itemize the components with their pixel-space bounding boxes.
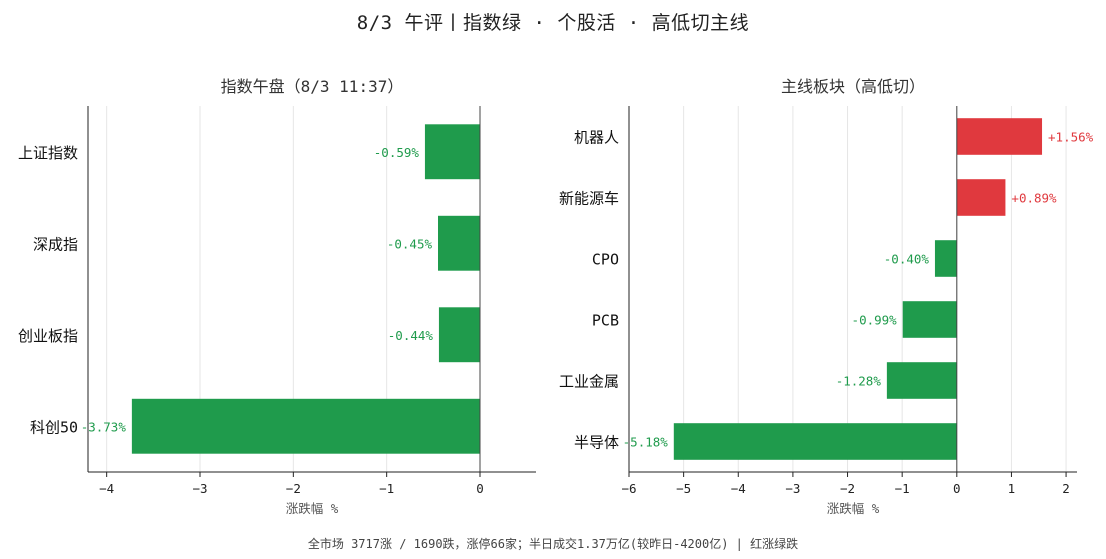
index-value-label: -0.44% [388, 328, 434, 343]
index-chart-title: 指数午盘（8/3 11:37） [221, 77, 404, 96]
sector-chart-title: 主线板块（高低切） [781, 77, 925, 96]
index-tick-label: −2 [286, 481, 301, 496]
sector-value-label: -0.99% [852, 313, 898, 328]
index-category-label: 科创50 [30, 418, 78, 436]
index-value-label: -3.73% [81, 419, 127, 434]
index-tick-label: −1 [379, 481, 394, 496]
sector-tick-label: −2 [840, 481, 855, 496]
sector-tick-label: −1 [895, 481, 910, 496]
index-category-label: 上证指数 [18, 144, 78, 162]
index-x-axis-label: 涨跌幅 % [286, 501, 339, 516]
sector-tick-label: −5 [676, 481, 691, 496]
index-tick-label: −4 [99, 481, 114, 496]
sector-value-label: -0.40% [884, 252, 930, 267]
index-bar [438, 307, 480, 363]
sector-tick-label: −4 [731, 481, 746, 496]
index-bar [131, 398, 480, 454]
sector-category-label: PCB [592, 312, 619, 330]
index-tick-label: 0 [476, 481, 484, 496]
sector-tick-label: −3 [785, 481, 800, 496]
sector-bar [934, 240, 957, 277]
sector-bar [886, 362, 957, 399]
sector-tick-label: −6 [621, 481, 636, 496]
index-tick-label: −3 [192, 481, 207, 496]
sector-category-label: 工业金属 [559, 373, 619, 391]
index-value-label: -0.45% [387, 236, 433, 251]
index-category-label: 深成指 [33, 235, 78, 253]
sector-value-label: -5.18% [623, 435, 669, 450]
sector-x-axis-label: 涨跌幅 % [827, 501, 880, 516]
figure-title: 8/3 午评丨指数绿 · 个股活 · 高低切主线 [356, 12, 750, 34]
sector-tick-label: 0 [953, 481, 961, 496]
index-category-label: 创业板指 [18, 327, 78, 345]
sector-value-label: +1.56% [1048, 130, 1094, 145]
sector-tick-label: 2 [1062, 481, 1070, 496]
sector-tick-label: 1 [1008, 481, 1016, 496]
sector-value-label: -1.28% [836, 374, 882, 389]
sector-value-label: +0.89% [1011, 191, 1057, 206]
sector-bar [956, 179, 1006, 216]
sector-bar [902, 301, 957, 338]
index-bar [438, 215, 480, 271]
sector-bar [956, 118, 1043, 155]
sector-category-label: 新能源车 [559, 190, 619, 208]
index-value-label: -0.59% [374, 145, 420, 160]
sector-category-label: 半导体 [574, 434, 619, 452]
market-summary-footer: 全市场 3717涨 / 1690跌，涨停66家；半日成交1.37万亿(较昨日-4… [307, 537, 799, 551]
sector-category-label: CPO [592, 251, 619, 269]
sector-category-label: 机器人 [574, 129, 619, 147]
sector-bar [673, 423, 957, 460]
index-bar [424, 124, 480, 180]
